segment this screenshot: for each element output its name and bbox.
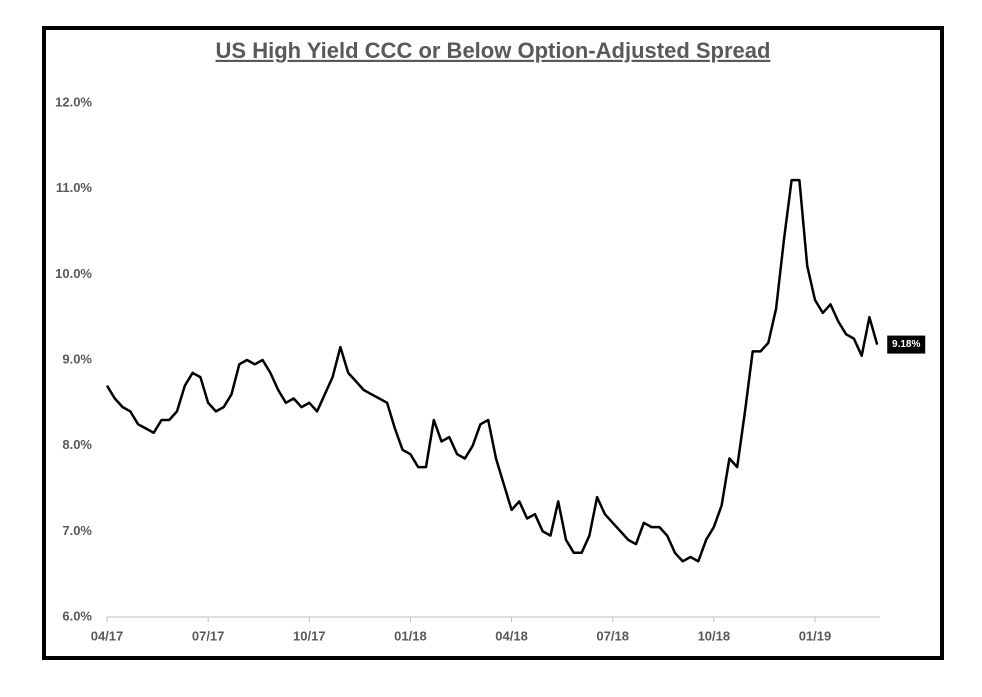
value-label: 9.18%	[892, 339, 920, 350]
chart-title: US High Yield CCC or Below Option-Adjust…	[216, 38, 771, 63]
y-tick-label: 8.0%	[62, 437, 92, 452]
x-tick-label: 07/18	[596, 628, 629, 643]
data-line	[105, 178, 879, 563]
value-label-box	[887, 335, 926, 354]
x-tick-label: 04/18	[495, 628, 528, 643]
x-tick-label: 10/17	[293, 628, 326, 643]
y-tick-label: 9.0%	[62, 351, 92, 366]
x-tick-label: 01/19	[799, 628, 832, 643]
x-tick-label: 10/18	[698, 628, 731, 643]
x-tick-label: 07/17	[192, 628, 225, 643]
y-tick-label: 11.0%	[56, 180, 93, 195]
chart-frame	[42, 26, 944, 660]
y-tick-label: 10.0%	[55, 266, 92, 281]
x-tick-label: 01/18	[394, 628, 427, 643]
y-tick-label: 7.0%	[62, 523, 92, 538]
x-tick-label: 04/17	[91, 628, 124, 643]
y-tick-label: 6.0%	[62, 608, 92, 623]
y-tick-label: 12.0%	[55, 94, 92, 109]
